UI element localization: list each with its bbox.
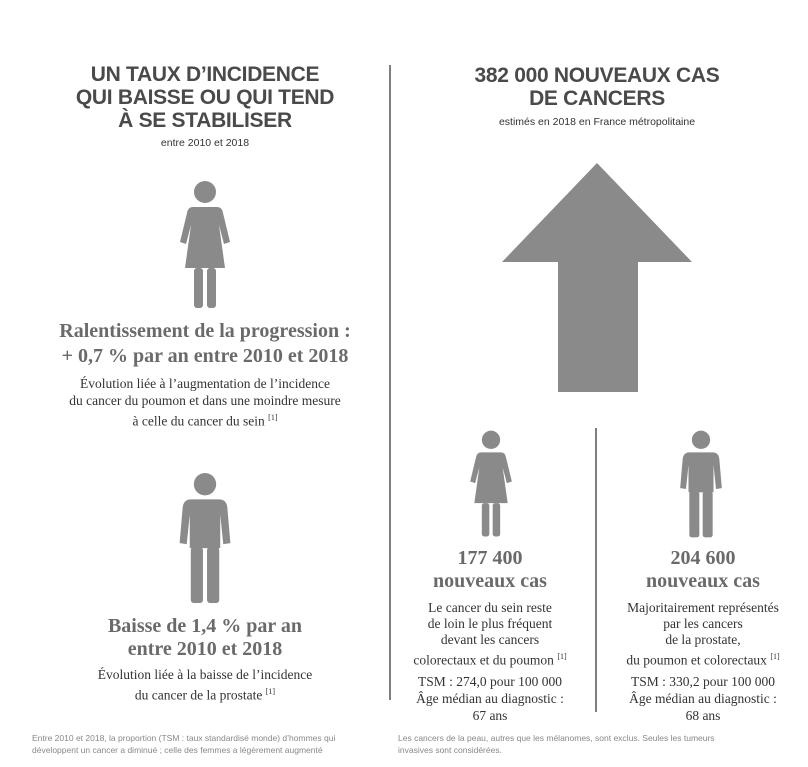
headline-line: Baisse de 1,4 % par an	[107, 615, 303, 637]
case-unit: nouveaux cas	[646, 570, 760, 592]
case-count: 204 600	[670, 547, 736, 569]
arrow	[502, 163, 692, 392]
age-line: Âge médian au diagnostic :	[629, 690, 777, 706]
footnote-ref: [1]	[557, 651, 567, 661]
title-line: À SE STABILISER	[118, 109, 292, 132]
text-line: du cancer de la prostate [1]	[134, 686, 276, 703]
tsm: TSM : 330,2 pour 100 000	[630, 673, 776, 689]
text-line: Majoritairement représentés	[627, 599, 779, 615]
subtitle: estimés en 2018 en France métropolitaine	[498, 116, 696, 128]
age-line: 68 ans	[685, 707, 721, 723]
headline-line: entre 2010 et 2018	[127, 638, 283, 660]
footnote-ref: [1]	[268, 412, 278, 422]
footnote-line: Entre 2010 et 2018, la proportion (TSM :…	[32, 733, 336, 743]
man-icon	[680, 430, 722, 538]
subtitle: entre 2010 et 2018	[160, 137, 250, 149]
text-line: Évolution liée à l’augmentation de l’inc…	[79, 375, 331, 391]
text-line: Le cancer du sein reste	[428, 599, 552, 615]
text-line: du cancer du poumon et dans une moindre …	[69, 392, 341, 408]
tsm: TSM : 274,0 pour 100 000	[417, 673, 563, 689]
case-unit: nouveaux cas	[433, 570, 547, 592]
text-line: Évolution liée à la baisse de l’incidenc…	[97, 666, 313, 682]
age-line: Âge médian au diagnostic :	[416, 690, 564, 706]
footnote-line: invasives sont considérées.	[398, 745, 502, 755]
headline-line: + 0,7 % par an entre 2010 et 2018	[61, 345, 349, 367]
title-line: UN TAUX D’INCIDENCE	[90, 63, 320, 86]
text-line: de la prostate,	[665, 631, 741, 647]
text-line: colorectaux et du poumon [1]	[413, 651, 567, 668]
footnote-line: développent un cancer a diminué ; celle …	[32, 745, 323, 755]
woman-icon	[180, 181, 230, 308]
footnote-ref: [1]	[770, 651, 780, 661]
case-count: 177 400	[457, 547, 523, 569]
headline-line: Ralentissement de la progression :	[59, 320, 351, 342]
title-line: 382 000 NOUVEAUX CAS	[474, 64, 720, 87]
man-icon	[179, 473, 231, 603]
text-line: du poumon et colorectaux [1]	[626, 651, 780, 668]
title-line: QUI BAISSE OU QUI TEND	[75, 86, 335, 109]
footnote-line: Les cancers de la peau, autres que les m…	[398, 733, 715, 743]
text-line: à celle du cancer du sein [1]	[132, 412, 278, 429]
title-line: DE CANCERS	[529, 87, 665, 110]
text-line: de loin le plus fréquent	[427, 615, 553, 631]
age-line: 67 ans	[472, 707, 508, 723]
woman-icon	[470, 430, 512, 537]
footnote-ref: [1]	[265, 686, 276, 696]
text-line: devant les cancers	[440, 631, 540, 647]
text-line: par les cancers	[663, 615, 743, 631]
